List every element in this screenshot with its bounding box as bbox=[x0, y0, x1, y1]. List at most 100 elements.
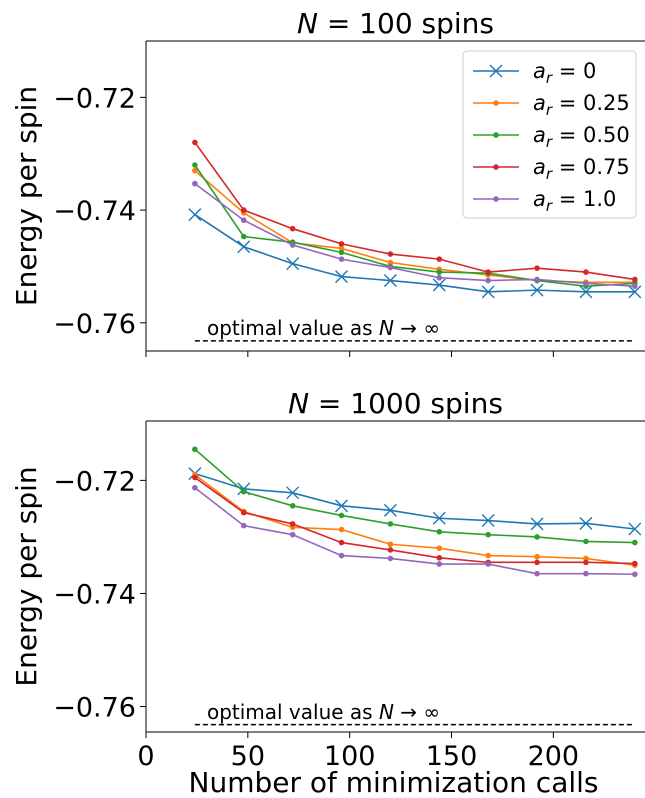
x-tick-label: 200 bbox=[528, 741, 580, 772]
data-point bbox=[387, 264, 394, 271]
y-tick-label: −0.72 bbox=[53, 83, 136, 114]
legend-marker bbox=[489, 64, 503, 78]
data-point bbox=[383, 274, 397, 288]
data-point bbox=[534, 276, 540, 283]
data-point bbox=[579, 285, 593, 299]
data-point bbox=[286, 257, 300, 271]
data-point bbox=[632, 539, 638, 546]
legend-label: ar = 0 bbox=[533, 59, 596, 87]
legend-label: ar = 0.75 bbox=[533, 155, 630, 183]
data-point bbox=[192, 139, 198, 146]
series-line bbox=[194, 164, 635, 287]
data-point bbox=[335, 499, 349, 513]
x-tick-label: 50 bbox=[231, 741, 265, 772]
series-line bbox=[194, 474, 635, 566]
series-line bbox=[194, 213, 635, 293]
data-point bbox=[632, 276, 638, 283]
data-point bbox=[485, 269, 491, 275]
data-point bbox=[481, 514, 495, 528]
optimal-value-annotation: optimal value as N → ∞ bbox=[207, 700, 440, 724]
data-point bbox=[583, 269, 589, 275]
legend-marker bbox=[493, 132, 499, 138]
y-tick-label: −0.74 bbox=[53, 579, 136, 610]
y-axis-label: Energy per spin bbox=[10, 466, 43, 686]
data-point bbox=[583, 538, 589, 545]
data-point bbox=[436, 555, 443, 561]
data-point bbox=[289, 225, 296, 232]
chart-panel-2: −0.72 −0.74 −0.760 50 100 150 200 N = 1000 spin… bbox=[10, 387, 645, 798]
series-line bbox=[194, 472, 635, 530]
data-point bbox=[387, 541, 394, 548]
data-point bbox=[534, 265, 540, 271]
data-point bbox=[436, 545, 443, 552]
data-point bbox=[583, 570, 589, 577]
legend-entry: ar = 0.75 bbox=[473, 155, 630, 183]
data-point bbox=[387, 547, 394, 553]
data-point bbox=[338, 256, 345, 262]
data-point bbox=[240, 207, 247, 213]
data-point bbox=[632, 560, 638, 567]
legend-marker bbox=[493, 164, 499, 170]
series-line bbox=[194, 487, 635, 576]
data-point bbox=[192, 167, 198, 174]
data-point bbox=[338, 512, 345, 519]
data-point bbox=[432, 511, 446, 525]
data-point bbox=[628, 285, 642, 299]
data-point bbox=[583, 559, 589, 566]
data-point bbox=[240, 488, 247, 495]
data-point bbox=[632, 283, 638, 289]
data-point bbox=[436, 561, 443, 567]
legend-label: ar = 0.50 bbox=[533, 123, 630, 151]
legend-marker bbox=[493, 100, 499, 106]
data-point bbox=[338, 552, 345, 559]
data-point bbox=[485, 531, 491, 538]
y-tick-label: −0.76 bbox=[53, 309, 136, 340]
data-point bbox=[387, 521, 394, 527]
series-line bbox=[194, 182, 635, 287]
data-point bbox=[286, 486, 300, 500]
data-point bbox=[485, 561, 491, 567]
data-point bbox=[240, 509, 247, 516]
data-point bbox=[289, 242, 296, 248]
x-tick-label: 0 bbox=[137, 741, 154, 772]
legend-box bbox=[462, 50, 637, 219]
series-line bbox=[194, 141, 635, 281]
series-3 bbox=[192, 446, 638, 546]
data-point bbox=[481, 285, 495, 299]
data-point bbox=[628, 522, 642, 536]
data-point bbox=[289, 521, 296, 527]
data-point bbox=[240, 522, 247, 529]
legend: ar = 0 ar = 0.25 ar = 0.50 ar = 0.75 ar = 1.… bbox=[462, 50, 637, 219]
data-point bbox=[387, 259, 394, 266]
y-tick-label: −0.72 bbox=[53, 466, 136, 497]
y-tick-label: −0.76 bbox=[53, 693, 136, 724]
data-point bbox=[188, 208, 202, 222]
data-point bbox=[240, 233, 247, 240]
x-tick-label: 100 bbox=[324, 741, 376, 772]
data-point bbox=[240, 217, 247, 224]
chart-title: N = 100 spins bbox=[297, 7, 494, 40]
series-line bbox=[194, 476, 635, 565]
data-point bbox=[338, 526, 345, 533]
data-point bbox=[436, 274, 443, 281]
data-point bbox=[338, 249, 345, 256]
legend-entry: ar = 0.50 bbox=[473, 123, 630, 151]
data-point bbox=[436, 269, 443, 275]
data-point bbox=[579, 516, 593, 530]
y-axis-label: Energy per spin bbox=[10, 86, 43, 306]
data-point bbox=[436, 256, 443, 262]
data-point bbox=[338, 245, 345, 252]
optimal-value-annotation: optimal value as N → ∞ bbox=[207, 316, 440, 340]
legend-entry: ar = 0 bbox=[473, 59, 596, 87]
data-point bbox=[192, 484, 198, 491]
series-5 bbox=[192, 484, 638, 578]
data-point bbox=[387, 251, 394, 257]
legend-label: ar = 0.25 bbox=[533, 91, 630, 119]
series-5 bbox=[192, 180, 638, 289]
data-point bbox=[335, 270, 349, 284]
y-tick-label: −0.74 bbox=[53, 196, 136, 227]
data-point bbox=[289, 531, 296, 538]
data-point bbox=[237, 240, 251, 254]
x-axis-label: Number of minimization calls bbox=[189, 766, 599, 798]
data-point bbox=[383, 503, 397, 517]
